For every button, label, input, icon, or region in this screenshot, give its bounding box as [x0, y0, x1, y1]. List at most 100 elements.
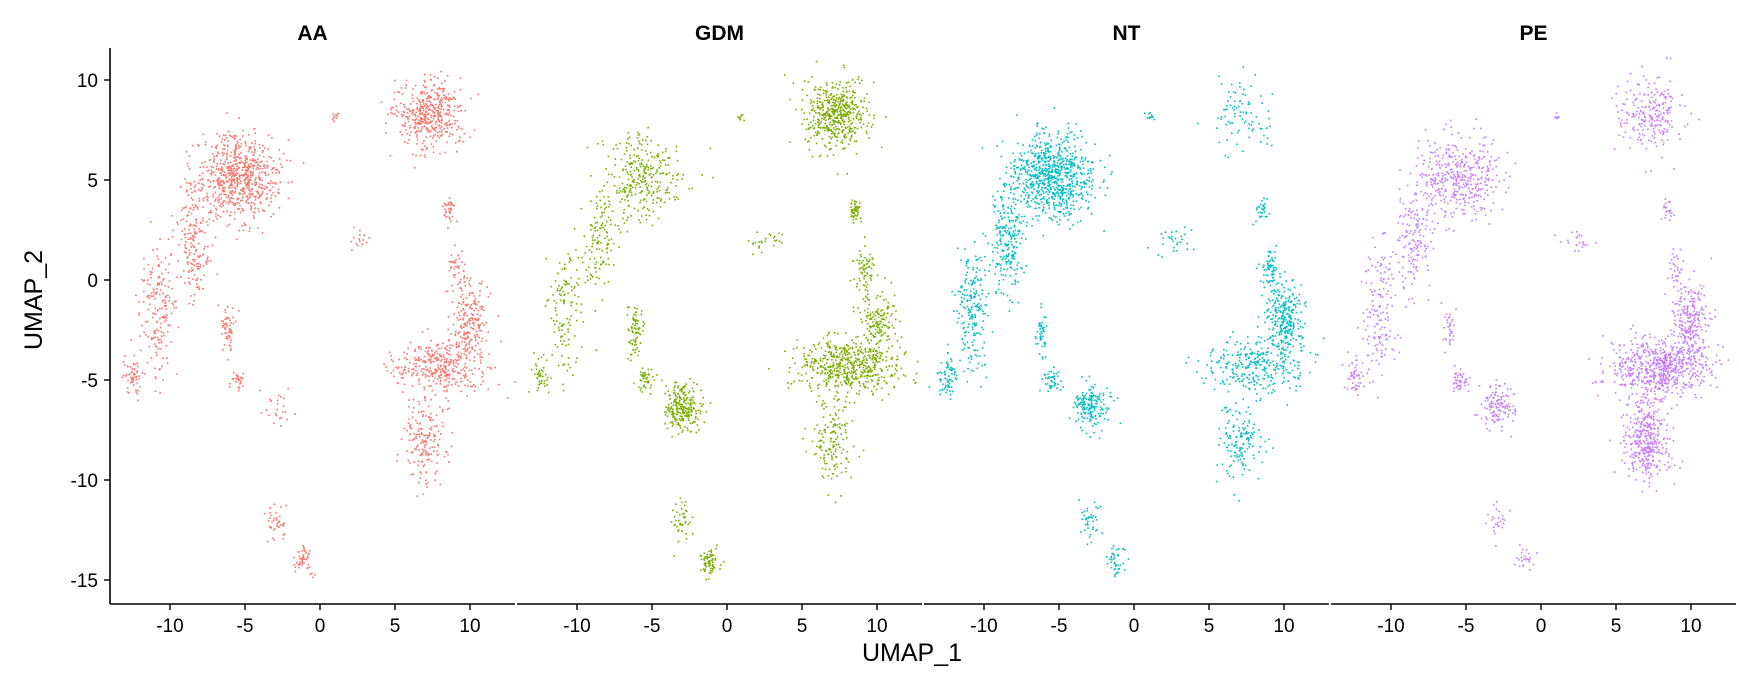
- point: [692, 396, 694, 398]
- point: [867, 354, 870, 357]
- point: [444, 347, 446, 350]
- point: [640, 387, 642, 390]
- point: [689, 521, 691, 524]
- point: [441, 421, 444, 424]
- point: [165, 357, 168, 359]
- point: [796, 346, 798, 349]
- point: [283, 152, 285, 155]
- point: [249, 179, 252, 181]
- facet-panel-gdm: GDM-10 -5 0 5 10: [517, 22, 922, 637]
- point: [677, 393, 679, 395]
- point: [457, 372, 460, 374]
- point: [842, 87, 844, 89]
- point: [886, 350, 888, 353]
- point: [678, 519, 680, 522]
- point: [655, 201, 658, 204]
- point: [246, 181, 249, 184]
- point: [430, 361, 432, 363]
- point: [454, 370, 456, 373]
- point: [187, 261, 190, 263]
- point: [424, 119, 426, 122]
- point: [272, 160, 275, 162]
- point: [193, 258, 196, 261]
- point: [661, 172, 663, 175]
- point: [429, 428, 431, 430]
- point: [447, 109, 450, 111]
- point: [442, 90, 445, 92]
- point: [813, 362, 815, 365]
- point: [444, 203, 447, 205]
- point: [226, 176, 228, 178]
- point: [864, 371, 867, 373]
- point: [452, 274, 455, 277]
- point: [190, 212, 193, 215]
- point: [204, 245, 206, 248]
- point: [887, 335, 890, 337]
- point: [623, 188, 626, 191]
- point: [248, 163, 250, 166]
- point: [157, 339, 159, 341]
- point: [463, 370, 466, 372]
- point: [166, 314, 168, 316]
- point: [563, 299, 566, 302]
- point: [867, 351, 870, 353]
- point: [192, 259, 194, 261]
- point: [824, 127, 826, 129]
- point: [422, 493, 425, 496]
- point: [475, 330, 478, 333]
- point: [914, 382, 916, 385]
- point: [455, 366, 458, 368]
- point: [448, 350, 451, 352]
- point: [474, 317, 476, 320]
- point: [439, 364, 442, 367]
- point: [568, 283, 570, 285]
- point: [424, 86, 426, 89]
- point: [417, 460, 420, 463]
- point: [639, 173, 641, 176]
- point: [193, 245, 195, 248]
- point: [674, 198, 676, 201]
- point: [402, 371, 404, 374]
- point: [465, 357, 468, 360]
- point: [678, 423, 680, 425]
- point: [630, 162, 633, 164]
- point: [283, 533, 286, 535]
- point: [237, 172, 239, 175]
- point: [455, 343, 458, 346]
- point: [481, 371, 483, 373]
- point: [847, 132, 849, 134]
- point: [433, 354, 435, 357]
- point: [861, 321, 863, 323]
- point: [856, 364, 859, 367]
- point: [857, 213, 859, 216]
- point: [132, 380, 134, 382]
- point: [224, 318, 226, 320]
- point: [688, 187, 690, 190]
- point: [658, 189, 661, 192]
- point: [219, 180, 221, 182]
- point: [607, 216, 610, 219]
- point: [843, 135, 845, 137]
- point: [658, 197, 660, 199]
- point: [822, 337, 825, 340]
- point: [675, 395, 677, 397]
- point: [874, 318, 876, 321]
- point: [448, 340, 450, 342]
- point: [438, 438, 441, 441]
- point: [271, 172, 274, 174]
- point: [474, 386, 476, 388]
- point: [628, 163, 630, 165]
- point: [243, 222, 246, 224]
- point: [676, 405, 678, 407]
- point: [581, 256, 583, 259]
- point: [671, 425, 674, 427]
- point: [853, 361, 856, 363]
- point: [254, 203, 256, 206]
- x-tick-label: -5: [237, 616, 254, 637]
- point: [137, 389, 139, 392]
- point: [789, 98, 791, 101]
- point: [194, 232, 197, 234]
- point: [857, 307, 859, 309]
- point: [817, 387, 819, 390]
- point: [819, 365, 822, 367]
